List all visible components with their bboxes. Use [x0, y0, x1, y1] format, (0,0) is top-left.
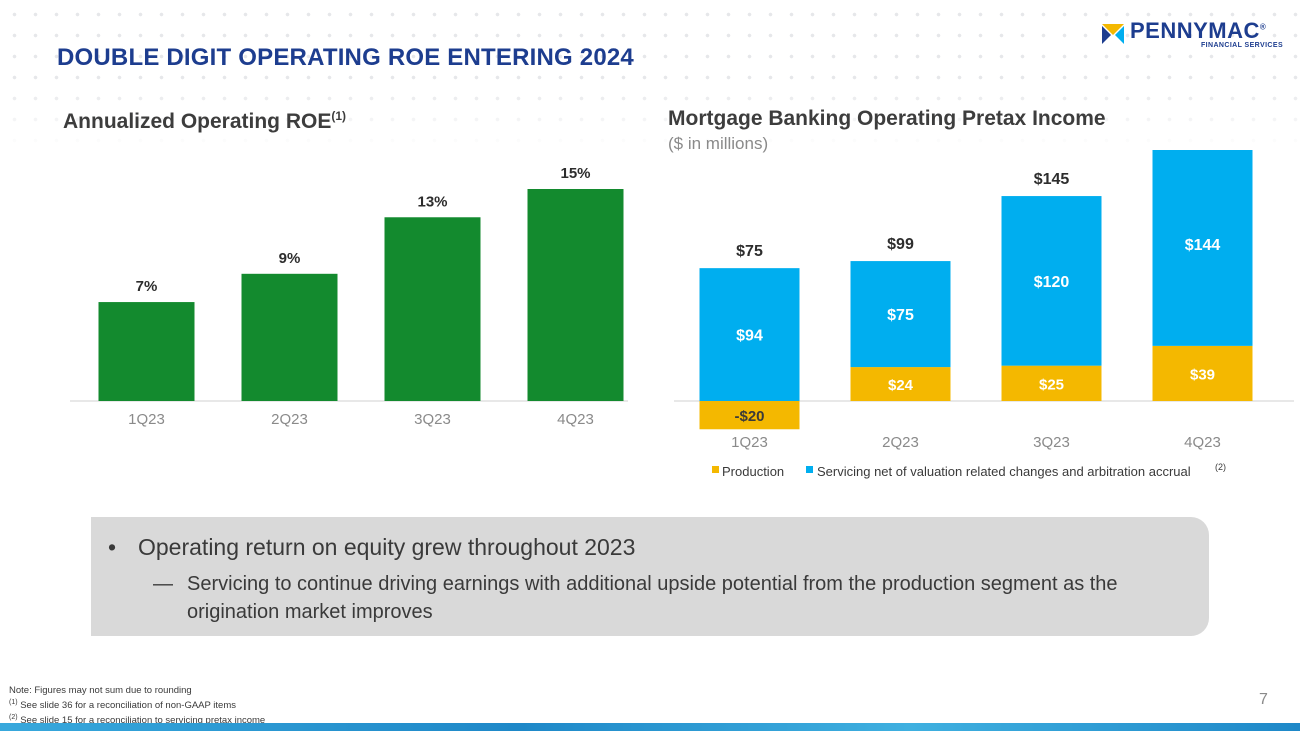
- slide-title: DOUBLE DIGIT OPERATING ROE ENTERING 2024: [57, 44, 634, 71]
- production-bar-label: -$20: [734, 408, 764, 425]
- income-chart-subtitle: ($ in millions): [668, 134, 769, 153]
- roe-bar: [241, 273, 338, 401]
- roe-chart: 7% 1Q23 9% 2Q23 13% 3Q23 15% 4Q23: [70, 165, 628, 428]
- production-bar: [850, 367, 951, 401]
- roe-bar-label: 15%: [560, 165, 590, 182]
- production-bar-label: $39: [1190, 366, 1215, 383]
- total-label: $99: [887, 236, 914, 253]
- servicing-bar-label: $75: [887, 307, 914, 324]
- production-bar-label: $24: [888, 377, 914, 394]
- income-tick-label: 3Q23: [1033, 434, 1070, 451]
- roe-bar: [527, 189, 624, 401]
- dot-pattern-fade: [0, 0, 1300, 150]
- servicing-bar: [1152, 150, 1253, 346]
- servicing-bar-label: $94: [736, 328, 763, 345]
- roe-tick-label: 3Q23: [414, 411, 451, 428]
- roe-bar-label: 7%: [136, 278, 158, 295]
- footnotes: Note: Figures may not sum due to roundin…: [9, 685, 265, 727]
- production-bar: [699, 401, 800, 430]
- total-label: $75: [736, 243, 763, 260]
- pennymac-logo: PENNYMAC® FINANCIAL SERVICES: [1100, 18, 1285, 50]
- roe-tick-label: 4Q23: [557, 411, 594, 428]
- footnote-rounding: Note: Figures may not sum due to roundin…: [9, 685, 192, 696]
- footnote-2: (2) See slide 15 for a reconciliation to…: [9, 714, 266, 727]
- legend-servicing-label: Servicing net of valuation related chang…: [817, 464, 1191, 479]
- production-bar-label: $25: [1039, 376, 1064, 393]
- legend-servicing-swatch: [806, 466, 813, 473]
- production-bar: [1152, 345, 1253, 401]
- footer-bar: [0, 723, 1300, 731]
- bullet-sub: — Servicing to continue driving earnings …: [153, 570, 1193, 626]
- roe-bar: [384, 217, 481, 401]
- bullet-main-text: Operating return on equity grew througho…: [138, 534, 636, 560]
- legend-servicing-superscript: (2): [1215, 462, 1226, 472]
- roe-tick-label: 2Q23: [271, 411, 308, 428]
- logo-subtitle: FINANCIAL SERVICES: [1201, 42, 1284, 49]
- income-chart: -$20 $94 $75 1Q23 $24 $75 $99 2Q23 $25 $120 $145 3Q…: [674, 150, 1294, 479]
- production-bar: [1001, 365, 1102, 401]
- servicing-bar-label: $120: [1034, 274, 1070, 291]
- servicing-bar: [699, 268, 800, 401]
- page-number: 7: [1259, 691, 1268, 708]
- bullet-sub-text: Servicing to continue driving earnings w…: [187, 573, 1118, 623]
- roe-bar-label: 9%: [279, 250, 301, 267]
- roe-tick-label: 1Q23: [128, 411, 165, 428]
- income-chart-title: Mortgage Banking Operating Pretax Income: [668, 107, 1106, 130]
- servicing-bar: [1001, 196, 1102, 366]
- income-tick-label: 4Q23: [1184, 434, 1221, 451]
- legend-production-label: Production: [722, 464, 784, 479]
- total-label: $145: [1034, 171, 1070, 188]
- logo-wordmark: PENNYMAC®: [1130, 18, 1267, 43]
- bullet-main: • Operating return on equity grew through…: [108, 534, 636, 560]
- roe-chart-title: Annualized Operating ROE(1): [63, 109, 347, 133]
- servicing-bar-label: $144: [1185, 237, 1221, 254]
- legend-production-swatch: [712, 466, 719, 473]
- footnote-1: (1) See slide 36 for a reconciliation of…: [9, 699, 237, 712]
- logo-mark-icon: [1102, 24, 1124, 44]
- servicing-bar: [850, 261, 951, 368]
- summary-box: [91, 517, 1209, 636]
- roe-bar: [98, 302, 195, 401]
- roe-bar-label: 13%: [417, 193, 447, 210]
- income-tick-label: 1Q23: [731, 434, 768, 451]
- income-tick-label: 2Q23: [882, 434, 919, 451]
